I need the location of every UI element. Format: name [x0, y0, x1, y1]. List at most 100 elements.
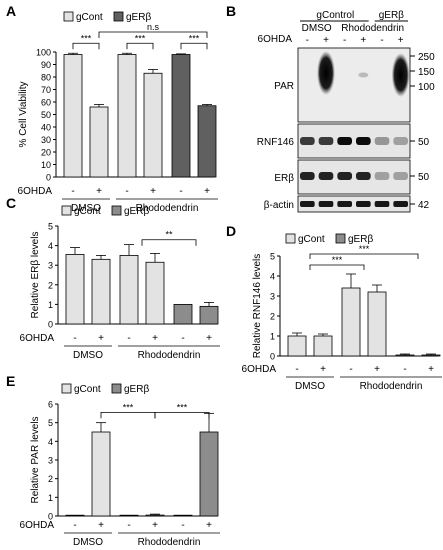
blot-treatment-sign: +: [360, 35, 366, 46]
bar: [367, 291, 387, 357]
y-tick-label: 20: [41, 148, 51, 158]
group-label: Rhododendrin: [360, 381, 423, 392]
y-tick-label: 5: [270, 252, 275, 262]
y-tick-label: 90: [41, 60, 51, 70]
legend-label-knockdown: gERβ: [126, 12, 151, 23]
y-tick-label: 3: [48, 261, 53, 271]
treatment-sign: -: [73, 520, 76, 531]
blot-row-label: β-actin: [264, 200, 294, 211]
treatment-sign: -: [73, 333, 76, 344]
group-label: DMSO: [73, 350, 103, 361]
y-axis-label: % Cell Viability: [18, 82, 29, 148]
blot-band-rnf146: [374, 137, 390, 145]
treatment-sign: +: [320, 364, 326, 375]
significance-bracket: [100, 412, 156, 419]
group-label: DMSO: [71, 203, 101, 214]
bar: [145, 261, 165, 325]
significance-bracket: [154, 412, 210, 419]
y-tick-label: 0: [270, 352, 275, 362]
group-label: DMSO: [295, 381, 325, 392]
significance-label: ***: [189, 33, 200, 43]
blot-marker-label: 42: [418, 200, 430, 211]
blot-treatment-sign: +: [323, 35, 329, 46]
y-tick-label: 4: [48, 437, 53, 447]
bar: [173, 514, 193, 517]
y-tick-label: 3: [270, 292, 275, 302]
legend-label-control: gCont: [76, 12, 103, 23]
treatment-sign: -: [403, 364, 406, 375]
y-tick-label: 10: [41, 160, 51, 170]
blot-band-rnf146: [337, 137, 352, 145]
blot-band-erb: [393, 172, 408, 180]
treatment-sign: -: [179, 186, 182, 197]
treatment-sign: +: [152, 520, 158, 531]
y-tick-label: 100: [36, 48, 51, 58]
bar: [119, 514, 139, 517]
bar: [171, 54, 191, 178]
treatment-sign: +: [152, 333, 158, 344]
blot-band-rnf146: [393, 137, 408, 145]
bar: [287, 335, 307, 357]
group-label: Rhododendrin: [136, 203, 199, 214]
blot-header-control: gControl: [316, 10, 354, 21]
treatment-sign: -: [127, 333, 130, 344]
treatment-label: 6OHDA: [242, 364, 277, 375]
legend-swatch-knockdown: [111, 205, 122, 216]
blot-header-dmso: DMSO: [302, 23, 332, 34]
legend-swatch-knockdown: [111, 383, 122, 394]
treatment-sign: +: [206, 520, 212, 531]
treatment-label: 6OHDA: [20, 520, 55, 531]
significance-bracket: [141, 239, 197, 246]
bar: [395, 354, 415, 357]
group-label: Rhododendrin: [138, 537, 201, 548]
legend-label-control: gCont: [298, 234, 325, 245]
blot-band-rnf146: [300, 137, 315, 145]
bar: [89, 106, 109, 178]
bar: [91, 258, 111, 325]
blot-row-label: RNF146: [257, 137, 295, 148]
y-tick-label: 2: [48, 474, 53, 484]
legend-label-knockdown: gERβ: [124, 206, 149, 217]
blot-band-actin: [318, 201, 334, 207]
treatment-label: 6OHDA: [18, 186, 53, 197]
significance-label: ***: [81, 33, 92, 43]
blot-membrane: [297, 195, 411, 213]
bar: [63, 54, 83, 178]
legend-swatch-knockdown: [335, 233, 346, 244]
group-label: Rhododendrin: [138, 350, 201, 361]
treatment-sign: -: [295, 364, 298, 375]
legend-label-control: gCont: [74, 206, 101, 217]
y-tick-label: 80: [41, 73, 51, 83]
y-tick-label: 3: [48, 456, 53, 466]
treatment-sign: -: [181, 520, 184, 531]
legend-label-knockdown: gERβ: [348, 234, 373, 245]
y-tick-label: 1: [270, 332, 275, 342]
y-tick-label: 50: [41, 110, 51, 120]
blot-marker-label: 150: [418, 67, 435, 78]
bar: [173, 303, 193, 325]
y-tick-label: 2: [270, 312, 275, 322]
blot-band-erb: [374, 172, 390, 180]
y-tick-label: 5: [48, 222, 53, 232]
bar: [421, 354, 441, 357]
bar: [145, 514, 165, 517]
y-tick-label: 4: [270, 272, 275, 282]
y-tick-label: 40: [41, 123, 51, 133]
bar: [65, 514, 85, 517]
legend-swatch-control: [61, 205, 72, 216]
y-tick-label: 4: [48, 241, 53, 251]
bar: [65, 254, 85, 325]
legend-swatch-control: [61, 383, 72, 394]
group-label: DMSO: [73, 537, 103, 548]
blot-membrane: [297, 123, 411, 159]
panel-letter-d: D: [226, 223, 236, 239]
bar: [119, 254, 139, 325]
treatment-sign: -: [127, 520, 130, 531]
legend-swatch-control: [285, 233, 296, 244]
panel-letter-c: C: [6, 195, 16, 211]
significance-label: ***: [123, 402, 134, 412]
significance-bracket: [309, 253, 419, 259]
treatment-sign: +: [98, 333, 104, 344]
significance-bracket: [126, 42, 154, 50]
